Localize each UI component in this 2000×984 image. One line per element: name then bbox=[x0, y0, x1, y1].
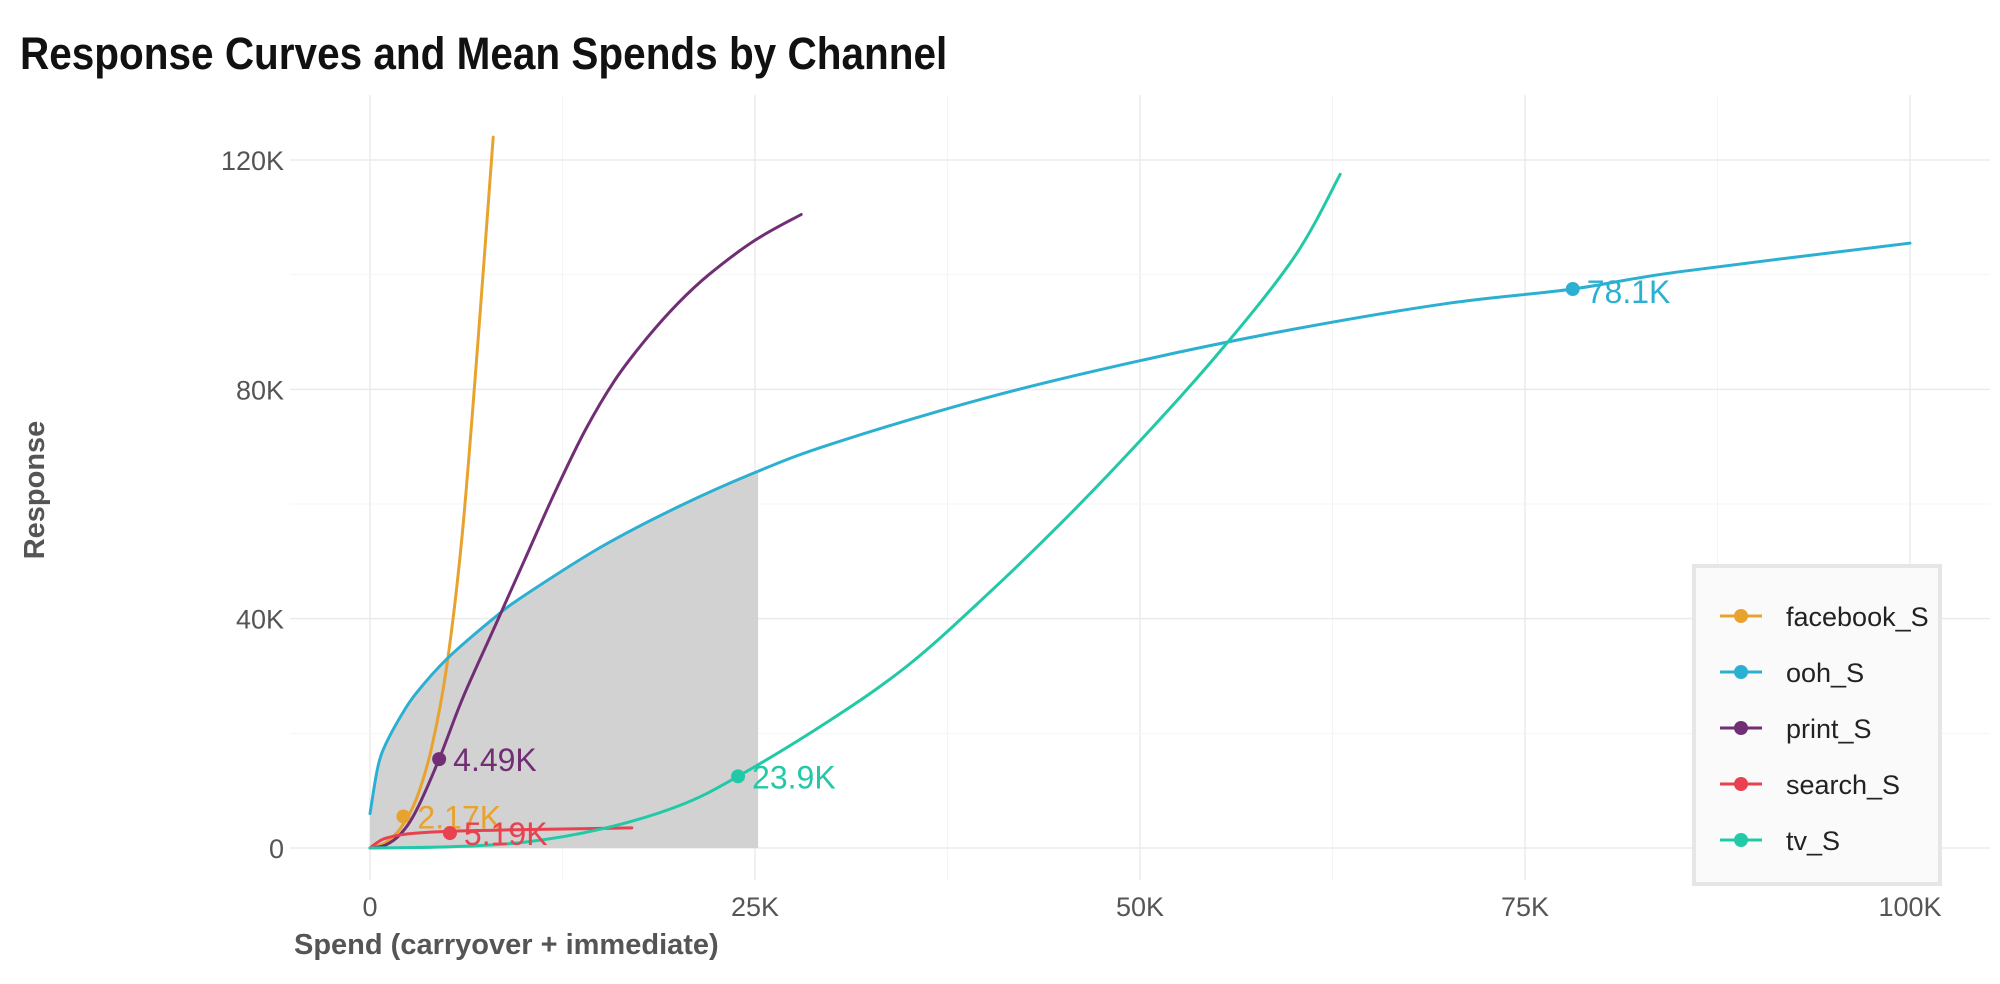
shaded-region bbox=[370, 469, 762, 848]
legend-item-facebook_S: facebook_S bbox=[1720, 602, 1929, 632]
mean-spend-label-search_S: 5.19K bbox=[464, 816, 548, 852]
y-tick-label: 120K bbox=[221, 146, 284, 176]
legend-key-dot bbox=[1734, 665, 1748, 679]
mean-spend-point-facebook_S bbox=[396, 809, 411, 824]
x-tick-label: 75K bbox=[1501, 892, 1549, 922]
series-line-search_S bbox=[368, 826, 634, 850]
legend-label: print_S bbox=[1786, 714, 1872, 744]
legend-key-dot bbox=[1734, 609, 1748, 623]
legend-key-dot bbox=[1734, 777, 1748, 791]
mean-spend-label-tv_S: 23.9K bbox=[752, 759, 836, 795]
legend-label: search_S bbox=[1786, 770, 1900, 800]
legend-item-print_S: print_S bbox=[1720, 714, 1872, 744]
series-line-print_S bbox=[368, 213, 803, 850]
shaded-region-layer bbox=[370, 469, 762, 848]
axis-ticks: 0 25K 50K 75K 100K 0 40K 80K 120K bbox=[221, 146, 1942, 922]
legend-key-dot bbox=[1734, 721, 1748, 735]
legend-item-search_S: search_S bbox=[1720, 770, 1900, 800]
x-tick-label: 100K bbox=[1878, 892, 1941, 922]
legend-label: ooh_S bbox=[1786, 658, 1864, 688]
mean-spend-point-tv_S bbox=[731, 769, 746, 784]
legend-item-ooh_S: ooh_S bbox=[1720, 658, 1864, 688]
mean-spend-label-ooh_S: 78.1K bbox=[1587, 274, 1671, 310]
series-line-facebook_S bbox=[368, 135, 495, 850]
y-tick-label: 80K bbox=[236, 375, 284, 405]
mean-spend-label-facebook_S: 2.17K bbox=[417, 799, 501, 835]
x-tick-label: 50K bbox=[1116, 892, 1164, 922]
series-line-ooh_S bbox=[368, 241, 1912, 816]
y-tick-label: 40K bbox=[236, 605, 284, 635]
legend: facebook_S ooh_S print_S search_S tv_S bbox=[1692, 564, 1942, 886]
y-tick-label: 0 bbox=[269, 834, 284, 864]
legend-label: facebook_S bbox=[1786, 602, 1929, 632]
x-tick-label: 25K bbox=[731, 892, 779, 922]
mean-spend-label-print_S: 4.49K bbox=[453, 742, 537, 778]
legend-label: tv_S bbox=[1786, 826, 1840, 856]
chart-title: Response Curves and Mean Spends by Chann… bbox=[20, 28, 948, 79]
series-lines bbox=[368, 135, 1912, 850]
y-axis-title: Response bbox=[19, 421, 51, 560]
mean-spend-point-search_S bbox=[442, 826, 457, 841]
mean-spend-points: 2.17K 78.1K 4.49K 5.19K 23.9K bbox=[396, 274, 1670, 852]
mean-spend-point-print_S bbox=[432, 752, 447, 767]
x-axis-title: Spend (carryover + immediate) bbox=[294, 929, 719, 961]
legend-key-dot bbox=[1734, 833, 1748, 847]
series-line-tv_S bbox=[368, 172, 1342, 850]
mean-spend-point-ooh_S bbox=[1565, 282, 1580, 296]
legend-item-tv_S: tv_S bbox=[1720, 826, 1840, 856]
x-tick-label: 0 bbox=[362, 892, 377, 922]
